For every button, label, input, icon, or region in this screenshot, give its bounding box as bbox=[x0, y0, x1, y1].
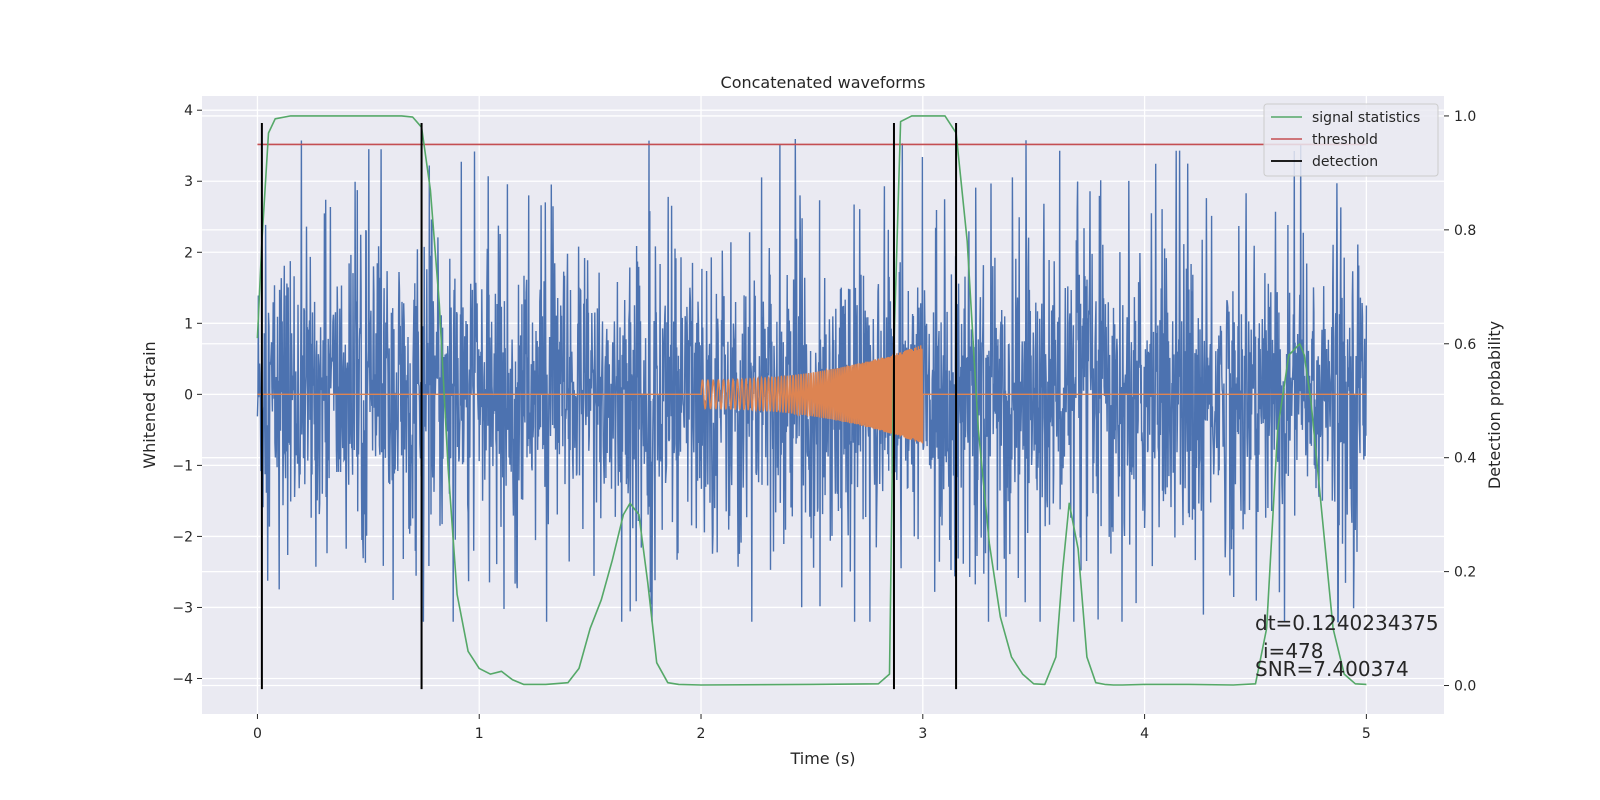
axes: 0 1 2 3 4 5 4 3 2 1 0 −1 −2 −3 −4 1.0 0.8 0.6 0.4 0.2 0.0 bbox=[172, 103, 1476, 742]
annotation-dt: dt=0.1240234375 bbox=[1255, 611, 1439, 635]
series-injected-chirp bbox=[257, 345, 1367, 444]
x-tick-label: 5 bbox=[1362, 726, 1371, 742]
legend-box bbox=[1263, 103, 1439, 177]
x-tick-label: 4 bbox=[1140, 726, 1149, 742]
y-right-tick-label: 0.2 bbox=[1454, 565, 1476, 581]
series-whitened-strain bbox=[256, 138, 1368, 623]
y-left-tick-label: 1 bbox=[184, 316, 193, 332]
y-left-tick-label: 3 bbox=[184, 174, 193, 190]
legend-label-signal-statistics: signal statistics bbox=[1312, 110, 1420, 126]
y-left-tick-label: 4 bbox=[184, 103, 193, 119]
x-tick-label: 1 bbox=[475, 726, 484, 742]
x-tick-label: 0 bbox=[253, 726, 262, 742]
y-right-tick-label: 0.4 bbox=[1454, 451, 1476, 467]
y-right-tick-label: 0.8 bbox=[1454, 223, 1476, 239]
legend-label-detection: detection bbox=[1312, 154, 1378, 170]
y-right-tick-label: 0.6 bbox=[1454, 337, 1476, 353]
y-axis-right-label: Detection probability bbox=[1485, 321, 1504, 489]
y-left-tick-label: −2 bbox=[172, 529, 193, 545]
y-left-tick-label: −4 bbox=[172, 671, 193, 687]
y-right-tick-label: 1.0 bbox=[1454, 109, 1476, 125]
y-left-tick-label: 2 bbox=[184, 245, 193, 261]
y-axis-left-label: Whitened strain bbox=[140, 341, 159, 468]
x-tick-label: 2 bbox=[697, 726, 706, 742]
annotation-i: i=478 bbox=[1263, 639, 1324, 663]
y-left-tick-label: −3 bbox=[172, 600, 193, 616]
y-left-tick-label: 0 bbox=[184, 387, 193, 403]
data-layer bbox=[256, 115, 1368, 690]
y-left-tick-label: −1 bbox=[172, 458, 193, 474]
x-axis-label: Time (s) bbox=[789, 749, 855, 768]
chart-title: Concatenated waveforms bbox=[721, 73, 926, 92]
y-right-tick-label: 0.0 bbox=[1454, 679, 1476, 695]
annotation-snr: SNR=7.400374 bbox=[1255, 657, 1409, 681]
x-tick-label: 3 bbox=[918, 726, 927, 742]
legend: signal statistics threshold detection bbox=[1263, 103, 1439, 177]
legend-label-threshold: threshold bbox=[1312, 132, 1378, 148]
